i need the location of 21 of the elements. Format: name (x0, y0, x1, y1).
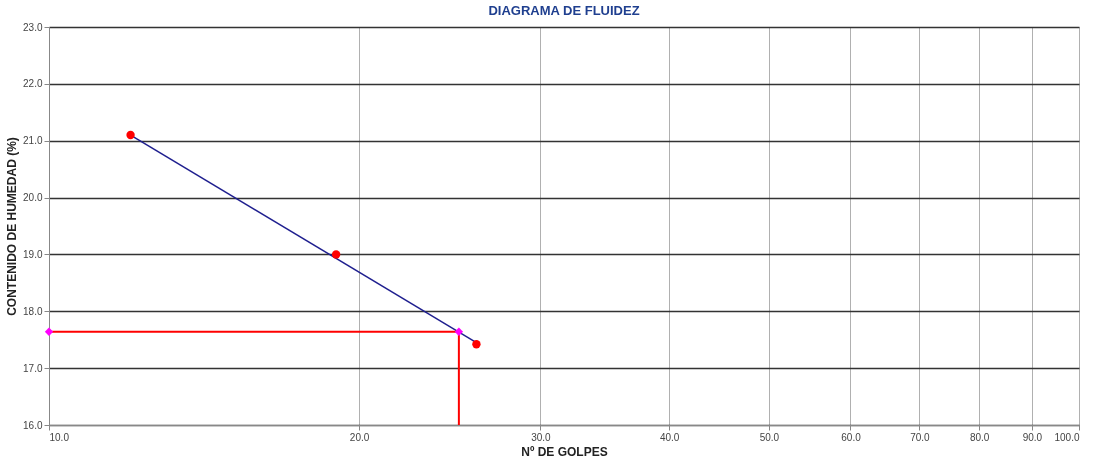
y-tick-label: 20.0 (23, 192, 43, 204)
x-tick-label: 100.0 (1054, 431, 1080, 443)
x-tick-label: 70.0 (910, 431, 931, 443)
x-tick-label: 80.0 (969, 431, 990, 443)
y-tick-label: 23.0 (23, 21, 43, 33)
x-axis-title: Nº DE GOLPES (521, 444, 608, 459)
x-tick-label: 10.0 (49, 431, 70, 443)
y-tick-label: 17.0 (23, 362, 43, 374)
y-tick-label: 18.0 (23, 305, 43, 317)
x-tick-label: 90.0 (1022, 431, 1043, 443)
x-tick-label: 40.0 (659, 431, 680, 443)
x-tick-label: 30.0 (531, 431, 552, 443)
y-axis-title: CONTENIDO DE HUMEDAD (%) (5, 137, 20, 316)
chart-title: DIAGRAMA DE FLUIDEZ (488, 3, 640, 18)
x-tick-label: 60.0 (841, 431, 862, 443)
x-tick-label: 20.0 (349, 431, 370, 443)
y-tick-label: 22.0 (23, 78, 43, 90)
y-tick-label: 19.0 (23, 248, 43, 260)
y-tick-label: 21.0 (23, 135, 43, 147)
x-tick-label: 50.0 (759, 431, 780, 443)
y-tick-label: 16.0 (23, 419, 43, 431)
